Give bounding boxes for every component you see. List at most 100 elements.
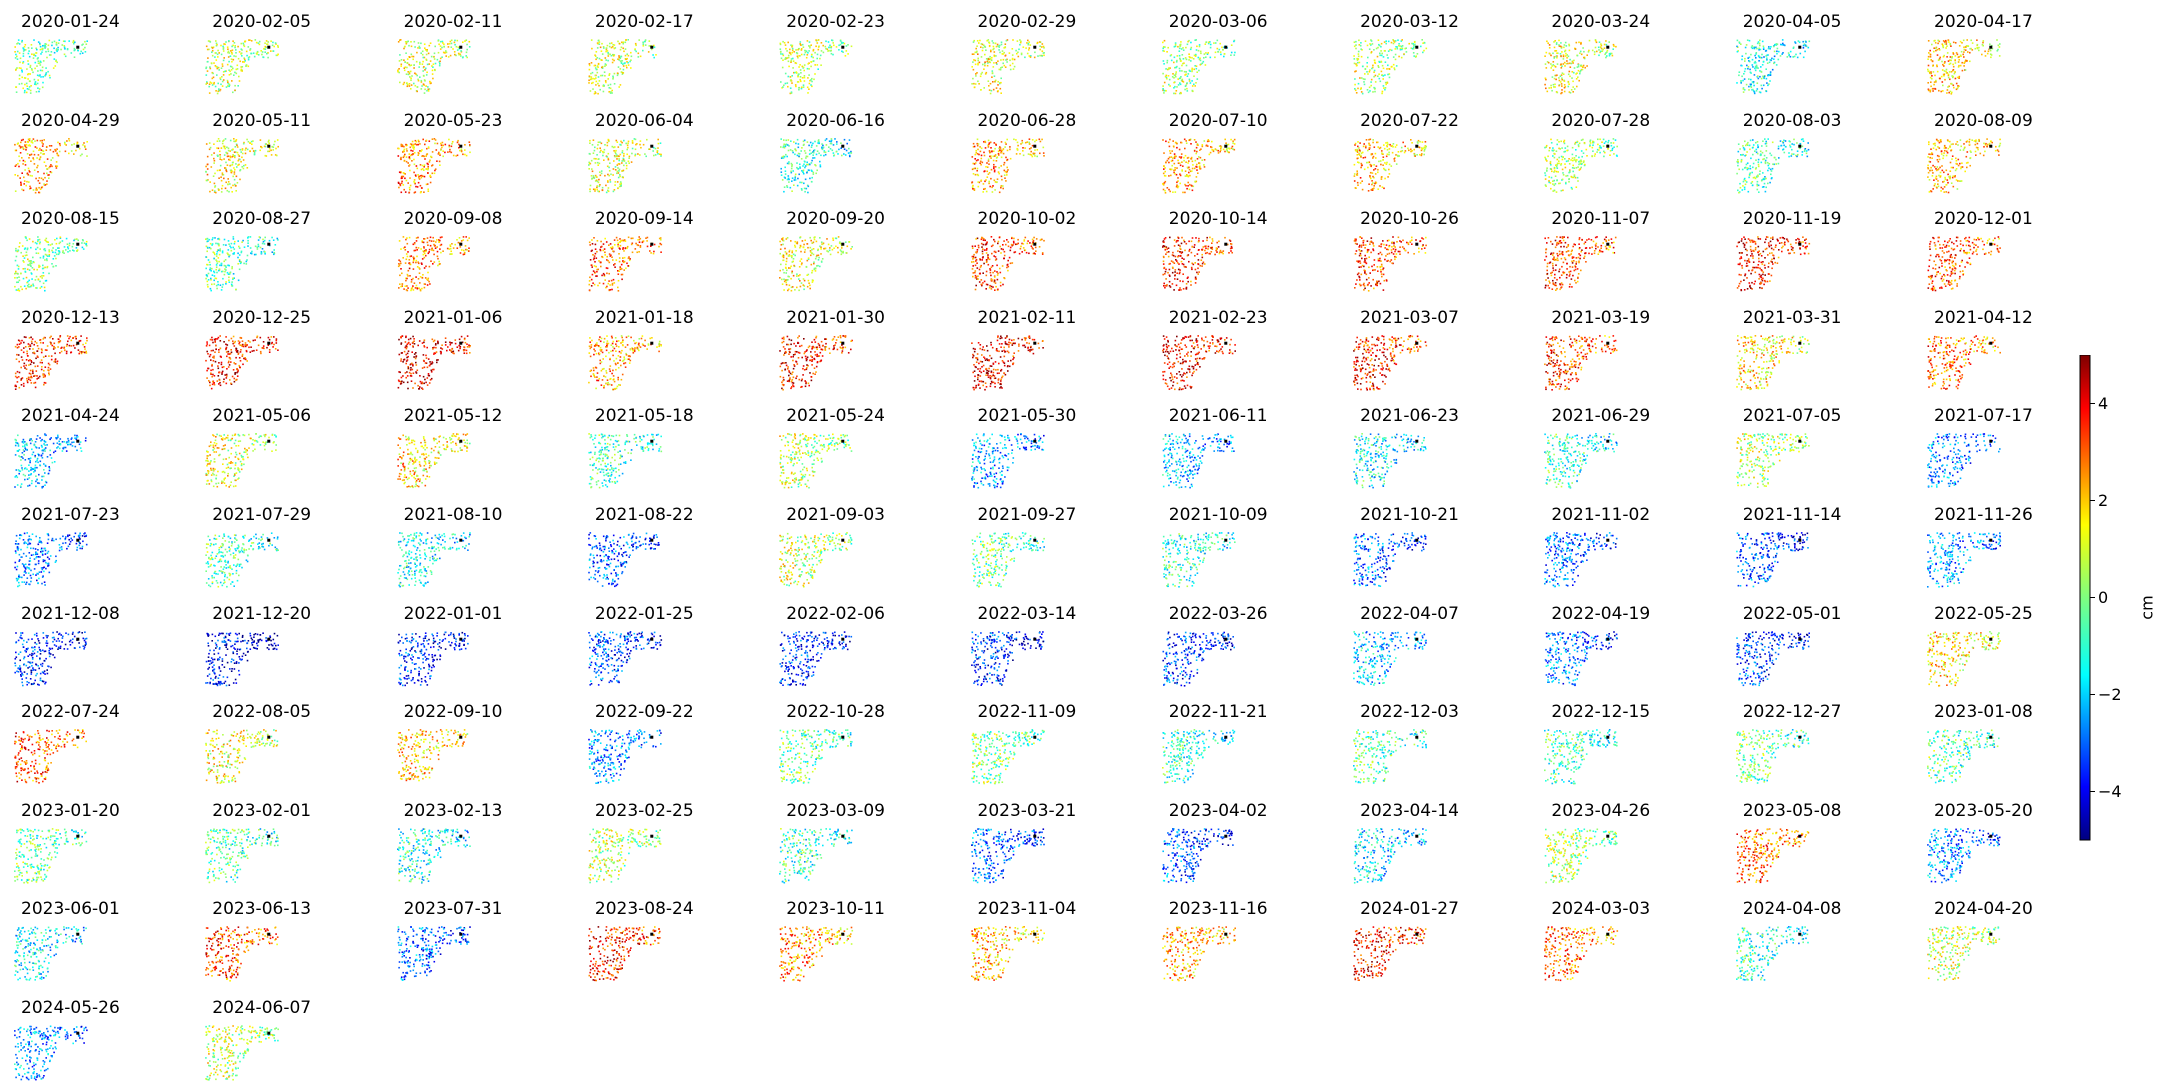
pixel-point [1194,39,1196,41]
pixel-point [1751,147,1753,149]
pixel-point [413,67,415,69]
pixel-point [1760,154,1762,156]
pixel-point [1592,50,1594,52]
pixel-point [1559,162,1561,164]
pixel-point [793,184,795,186]
pixel-point [1361,91,1363,93]
pixel-point [831,53,833,55]
pixel-point [1033,57,1035,59]
pixel-point [251,143,253,145]
pixel-point [1740,43,1742,45]
pixel-point [1940,140,1942,142]
pixel-point [999,146,1001,148]
pixel-point [1371,68,1373,70]
pixel-point [233,175,235,177]
pixel-point [595,51,597,53]
pixel-point [623,65,625,67]
pixel-point [602,186,604,188]
pixel-point [1185,140,1187,142]
pixel-point [1198,156,1200,158]
pixel-point [812,157,814,159]
pixel-point [449,150,451,152]
pixel-point [998,49,1000,51]
pixel-point [1932,90,1934,92]
pixel-point [988,85,990,87]
pixel-point [984,46,986,48]
pixel-point [1187,162,1189,164]
displacement-map [588,138,664,194]
pixel-point [594,188,596,190]
pixel-point [14,174,16,176]
pixel-point [1939,57,1941,59]
pixel-point [644,153,646,155]
pixel-point [797,76,799,78]
pixel-point [795,177,797,179]
pixel-point [1611,53,1613,55]
pixel-point [974,153,976,155]
pixel-point [1219,145,1221,147]
map-panel: 2020-05-23 [383,99,573,195]
pixel-point [788,175,790,177]
pixel-point [1016,40,1018,42]
pixel-point [439,48,441,50]
pixel-point [38,60,40,62]
pixel-point [1936,138,1938,140]
pixel-point [1377,65,1379,67]
pixel-point [1763,47,1765,49]
pixel-point [1747,57,1749,59]
pixel-point [1741,189,1743,191]
pixel-point [218,67,220,69]
pixel-point [1801,151,1803,153]
pixel-point [1765,159,1767,161]
pixel-point [1772,69,1774,71]
pixel-point [231,69,233,71]
pixel-point [1381,74,1383,76]
pixel-point [1790,155,1792,157]
pixel-point [219,177,221,179]
pixel-point [972,41,974,43]
pixel-point [1016,141,1018,143]
pixel-point [1963,62,1965,64]
pixel-point [46,72,48,74]
pixel-point [1569,163,1571,165]
pixel-point [1171,150,1173,152]
pixel-point [240,61,242,63]
pixel-point [621,60,623,62]
pixel-point [247,138,249,140]
pixel-point [975,151,977,153]
pixel-point [807,54,809,56]
pixel-point [973,145,975,147]
pixel-point [1423,153,1425,155]
pixel-point [780,48,782,50]
pixel-point [1180,164,1182,166]
pixel-point [1969,164,1971,166]
pixel-point [1590,144,1592,146]
pixel-point [1738,191,1740,193]
pixel-point [1758,48,1760,50]
pixel-point [995,55,997,57]
pixel-point [972,61,974,63]
pixel-point [223,145,225,147]
pixel-point [39,177,41,179]
pixel-point [30,65,32,67]
pixel-point [1393,64,1395,66]
pixel-point [630,67,632,69]
pixel-point [273,143,275,145]
pixel-point [39,147,41,149]
pixel-point [241,160,243,162]
pixel-point [421,63,423,65]
pixel-point [219,169,221,171]
pixel-point [1594,51,1596,53]
pixel-point [1185,71,1187,73]
pixel-point [448,43,450,45]
pixel-point [425,155,427,157]
pixel-point [1554,78,1556,80]
pixel-point [404,173,406,175]
reference-point-marker [841,46,844,49]
pixel-point [1396,46,1398,48]
pixel-point [1797,40,1799,42]
pixel-point [444,143,446,145]
pixel-point [76,142,78,144]
pixel-point [1617,145,1619,147]
pixel-point [1561,47,1563,49]
